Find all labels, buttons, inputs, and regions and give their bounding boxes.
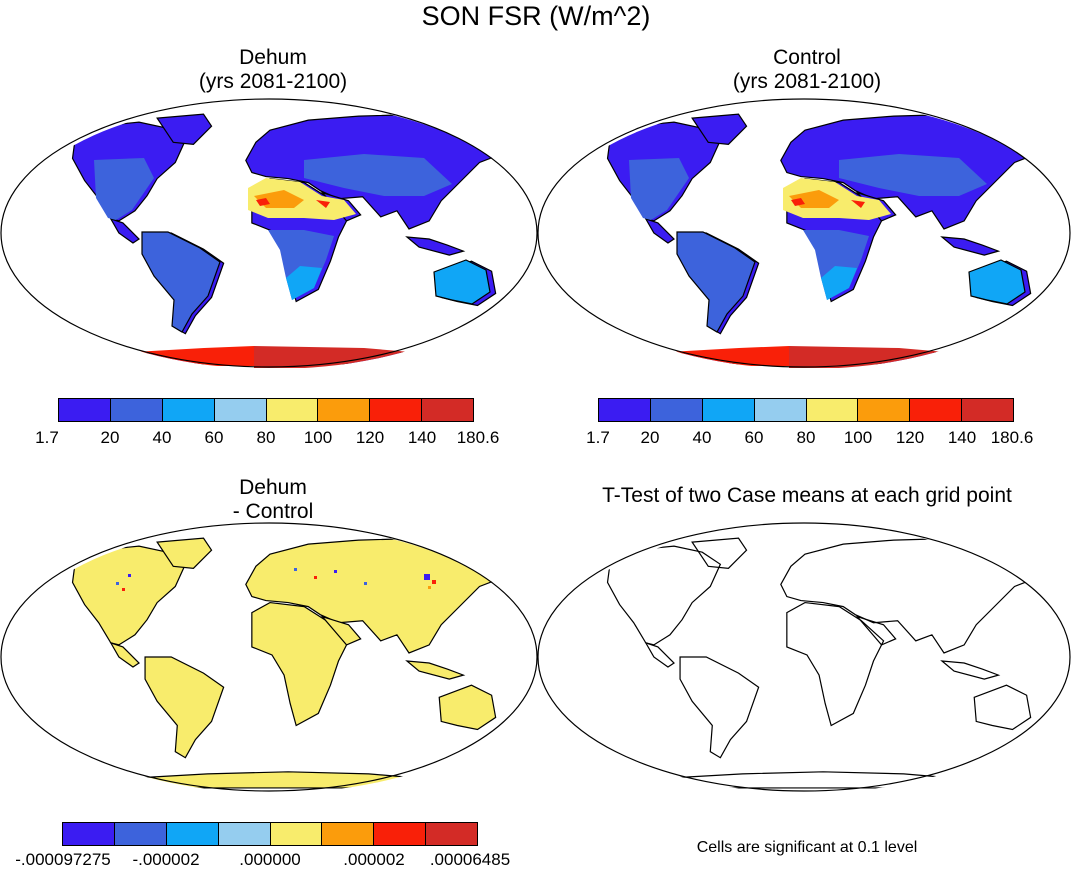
cbar3-swatch [322,823,375,845]
dehum-title-line1: Dehum [239,46,307,69]
cbar3-label: -.000097275 [15,850,111,869]
dehum-title-line2: (yrs 2081-2100) [198,70,348,93]
dehum-sahara-hotter [256,198,330,208]
control-map [537,98,1071,368]
control-title-line2: (yrs 2081-2100) [732,70,882,93]
cbar1-swatch [422,399,473,421]
cbar1-label: 140 [407,428,437,447]
cbar1-label: 100 [303,428,333,447]
control-antarctica-east [789,346,985,368]
diff-colorbar [62,822,478,846]
dehum-colorbar [58,398,474,422]
cbar2-label: 120 [895,428,925,447]
ttest-panel-title: T-Test of two Case means at each grid po… [602,484,1012,507]
cbar3-label: .00006485 [429,850,511,869]
cbar2-label: 20 [640,428,660,447]
control-safrica-fill [821,266,857,300]
control-sahara-hotter [791,198,865,208]
cbar3-swatch [426,823,477,845]
dehum-panel-title: Dehum (yrs 2081-2100) [8,46,538,94]
cbar1-label: 20 [100,428,120,447]
dehum-australia-fill [433,259,491,305]
cbar2-swatch [962,399,1013,421]
cbar1-swatch [266,399,319,421]
cbar2-swatch [910,399,963,421]
dehum-samerica-fill [141,231,221,333]
cbar1-label: 120 [355,428,385,447]
cbar3-swatch [63,823,115,845]
cbar2-swatch [599,399,651,421]
diff-title-line1: Dehum [239,476,307,499]
control-samerica-fill [676,231,756,333]
cbar2-swatch [650,399,703,421]
cbar3-swatch [166,823,219,845]
cbar2-label: 80 [796,428,816,447]
dehum-map [0,98,538,368]
diff-map [0,522,538,792]
cbar1-label: 1.7 [35,428,59,447]
cbar1-label: 60 [204,428,224,447]
cbar2-swatch [754,399,807,421]
cbar3-swatch [374,823,427,845]
cbar2-swatch [858,399,911,421]
control-panel-title: Control (yrs 2081-2100) [542,46,1072,94]
diff-panel-title: Dehum - Control [8,476,538,524]
cbar3-label: .000000 [239,850,301,869]
control-namerica-fill [629,158,689,220]
control-title-line1: Control [773,46,841,69]
cbar2-label: 40 [692,428,712,447]
cbar2-label: 1.7 [586,428,610,447]
cbar2-label: 100 [843,428,873,447]
control-australia-fill [968,259,1026,305]
cbar1-label: 40 [152,428,172,447]
dehum-namerica-fill [94,158,154,220]
cbar1-swatch [162,399,215,421]
control-africa-fill [803,230,869,300]
dehum-africa-fill [268,230,334,300]
cbar1-swatch [110,399,163,421]
cbar2-label: 180.6 [990,428,1034,447]
control-colorbar [598,398,1014,422]
cbar1-label: 80 [256,428,276,447]
dehum-safrica-fill [286,266,322,300]
cbar3-label: .000002 [343,850,405,869]
cbar1-swatch [214,399,267,421]
cbar3-label: -.000002 [132,850,200,869]
cbar1-label: 180.6 [456,428,500,447]
diff-speckles [116,568,436,591]
cbar3-swatch [270,823,323,845]
cbar1-swatch [370,399,423,421]
cbar2-label: 140 [947,428,977,447]
control-asia-mid-fill [839,154,987,196]
ttest-note: Cells are significant at 0.1 level [696,839,918,856]
ttest-map [537,522,1071,792]
cbar1-swatch [318,399,371,421]
cbar2-swatch [806,399,859,421]
cbar2-label: 60 [744,428,764,447]
figure-title: SON FSR (W/m^2) [421,1,651,31]
cbar3-swatch [218,823,271,845]
dehum-antarctica-east [254,346,450,368]
cbar1-swatch [59,399,111,421]
cbar2-swatch [702,399,755,421]
diff-title-line2: - Control [232,500,314,523]
dehum-asia-mid-fill [304,154,452,196]
cbar3-swatch [114,823,167,845]
